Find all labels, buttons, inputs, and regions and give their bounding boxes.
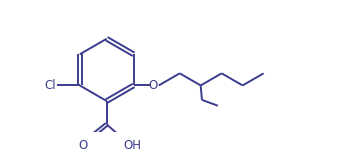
Text: OH: OH — [123, 139, 141, 152]
Text: O: O — [78, 139, 88, 152]
Text: O: O — [148, 79, 157, 92]
Text: Cl: Cl — [45, 79, 56, 92]
